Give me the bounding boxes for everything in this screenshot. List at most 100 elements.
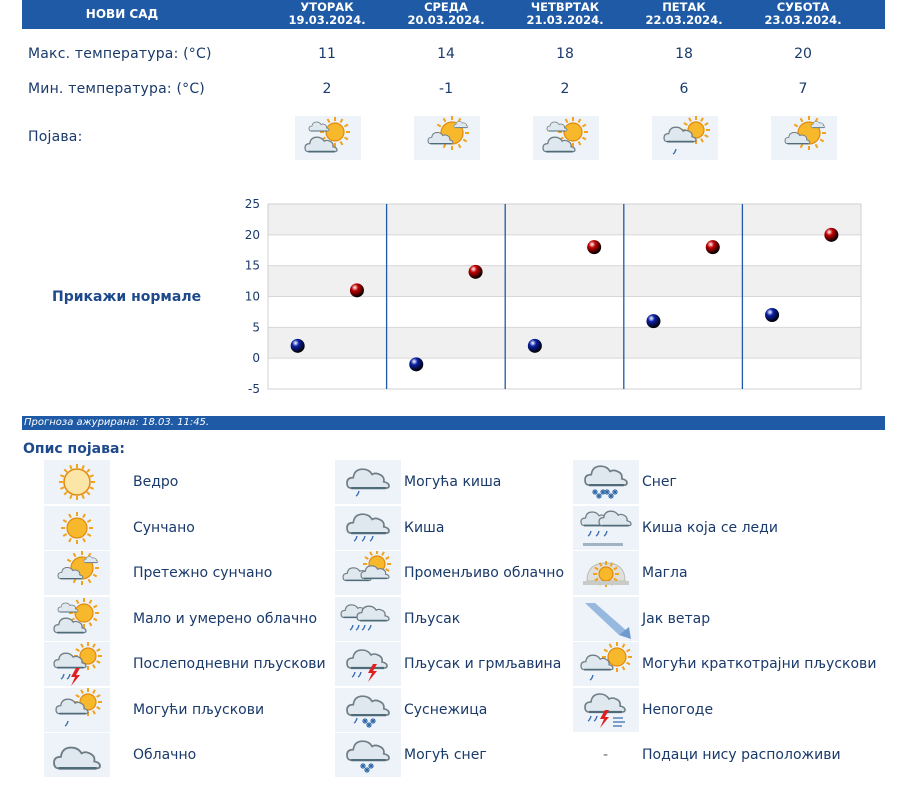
phenomenon-label: Појава: bbox=[28, 129, 83, 145]
cloud-sun-icon bbox=[44, 596, 110, 641]
legend-label: Киша bbox=[404, 519, 445, 536]
thunder-shower-icon bbox=[335, 642, 401, 686]
day-name: ПЕТАК bbox=[662, 0, 706, 14]
legend-label: Могући пљускови bbox=[133, 701, 265, 718]
afternoon-showers-icon bbox=[44, 642, 110, 686]
legend-label: Могући краткотрајни пљускови bbox=[642, 656, 877, 672]
day-name: УТОРАК bbox=[300, 0, 354, 14]
day-name: СУБОТА bbox=[776, 0, 830, 14]
possible-showers-icon bbox=[44, 687, 110, 732]
cloud-sun-icon bbox=[533, 116, 599, 160]
cloudy-icon bbox=[44, 733, 110, 777]
y-tick-label: 10 bbox=[245, 290, 260, 304]
legend-label: Пљусак bbox=[404, 610, 461, 627]
day-date: 21.03.2024. bbox=[526, 13, 604, 27]
variable-cloudy-icon bbox=[335, 551, 401, 595]
legend-label: Променљиво облачно bbox=[404, 565, 565, 581]
max-temp-point bbox=[468, 264, 483, 279]
forecast-updated-bar: Прогноза ажурирана: 18.03. 11:45. bbox=[22, 416, 885, 430]
max-temp-point bbox=[824, 227, 839, 242]
max-temp-value: 14 bbox=[437, 46, 455, 62]
rain-icon bbox=[335, 505, 401, 550]
legend-label: Сунчано bbox=[133, 519, 195, 536]
legend-title: Опис појава: bbox=[23, 441, 125, 457]
legend-label: Суснежица bbox=[404, 701, 488, 718]
max-temp-value: 18 bbox=[675, 46, 693, 62]
y-tick-label: 5 bbox=[252, 320, 260, 334]
possible-showers-icon bbox=[652, 116, 718, 160]
chart-band bbox=[268, 327, 861, 359]
day-header-3: ЧЕТВРТАК 21.03.2024. bbox=[510, 1, 620, 27]
brief-showers-icon bbox=[573, 642, 639, 686]
mostly-sunny-icon bbox=[771, 116, 837, 160]
fog-icon bbox=[573, 551, 639, 595]
day-date: 22.03.2024. bbox=[645, 13, 723, 27]
legend-label: Облачно bbox=[133, 747, 197, 763]
legend-label: Подаци нису расположиви bbox=[642, 747, 841, 763]
forecast-header: НОВИ САД УТОРАК 19.03.2024. СРЕДА 20.03.… bbox=[22, 0, 885, 29]
y-tick-label: 0 bbox=[252, 351, 260, 365]
mostly-sunny-icon bbox=[44, 551, 110, 595]
chart-band bbox=[268, 296, 861, 328]
chart-band bbox=[268, 204, 861, 235]
strong-wind-icon bbox=[573, 596, 639, 641]
day-date: 19.03.2024. bbox=[288, 13, 366, 27]
cloud-sun-icon bbox=[295, 116, 361, 160]
max-temp-point bbox=[705, 240, 720, 255]
show-normals-link[interactable]: Прикажи нормале bbox=[52, 289, 202, 305]
legend-label: Послеподневни пљускови bbox=[133, 656, 326, 672]
sunny-icon bbox=[44, 505, 110, 550]
day-date: 20.03.2024. bbox=[407, 13, 485, 27]
day-date: 23.03.2024. bbox=[764, 13, 842, 27]
legend-label: Непогоде bbox=[642, 701, 714, 718]
snow-icon bbox=[573, 460, 639, 504]
downpour-icon bbox=[335, 596, 401, 641]
legend-label: Пљусак и грмљавина bbox=[404, 656, 562, 672]
min-temp-value: 7 bbox=[798, 81, 808, 97]
legend-label: Магла bbox=[642, 565, 688, 581]
min-temp-point bbox=[290, 338, 305, 353]
max-temp-value: 20 bbox=[794, 46, 812, 62]
max-temp-value: 11 bbox=[318, 46, 336, 62]
day-header-4: ПЕТАК 22.03.2024. bbox=[629, 1, 739, 27]
day-header-5: СУБОТА 23.03.2024. bbox=[748, 1, 858, 27]
legend-label: Могућа киша bbox=[404, 474, 502, 490]
max-temp-label: Макс. температура: (°C) bbox=[28, 46, 212, 62]
chart-band bbox=[268, 265, 861, 297]
clear-icon bbox=[44, 460, 110, 504]
legend-label: Мало и умерено облачно bbox=[133, 610, 318, 627]
mostly-sunny-icon bbox=[414, 116, 480, 160]
max-temp-point bbox=[349, 283, 364, 298]
storm-icon bbox=[573, 687, 639, 732]
y-tick-label: 25 bbox=[245, 197, 260, 211]
legend-label: Киша која се леди bbox=[642, 519, 778, 536]
possible-snow-icon bbox=[335, 733, 401, 777]
freezing-rain-icon bbox=[573, 505, 639, 550]
legend-label: Претежно сунчано bbox=[133, 565, 273, 581]
y-tick-label: -5 bbox=[248, 382, 260, 396]
temperature-chart: 25 20 15 10 5 0 -5 bbox=[245, 197, 862, 396]
legend-label: Јак ветар bbox=[642, 610, 711, 627]
min-temp-point bbox=[646, 314, 661, 329]
min-temp-point bbox=[527, 338, 542, 353]
day-header-1: УТОРАК 19.03.2024. bbox=[272, 1, 382, 27]
no-data-dash: - bbox=[603, 747, 609, 763]
legend-label: Могућ снег bbox=[404, 747, 487, 763]
sleet-icon bbox=[335, 687, 401, 732]
forecast-updated-text: Прогноза ажурирана: 18.03. 11:45. bbox=[24, 417, 210, 428]
min-temp-point bbox=[765, 308, 780, 322]
min-temp-value: -1 bbox=[439, 81, 453, 97]
min-temp-value: 2 bbox=[322, 81, 332, 97]
max-temp-value: 18 bbox=[556, 46, 574, 62]
city-name: НОВИ САД bbox=[85, 7, 159, 21]
day-name: ЧЕТВРТАК bbox=[530, 0, 600, 14]
possible-rain-icon bbox=[335, 460, 401, 504]
chart-plot-border bbox=[267, 203, 862, 390]
y-tick-label: 20 bbox=[245, 228, 260, 242]
chart-band bbox=[268, 358, 861, 389]
legend-label: Снег bbox=[642, 474, 677, 490]
day-header-2: СРЕДА 20.03.2024. bbox=[391, 1, 501, 27]
y-tick-label: 15 bbox=[245, 259, 260, 273]
day-name: СРЕДА bbox=[424, 0, 468, 14]
min-temp-value: 2 bbox=[560, 81, 570, 97]
